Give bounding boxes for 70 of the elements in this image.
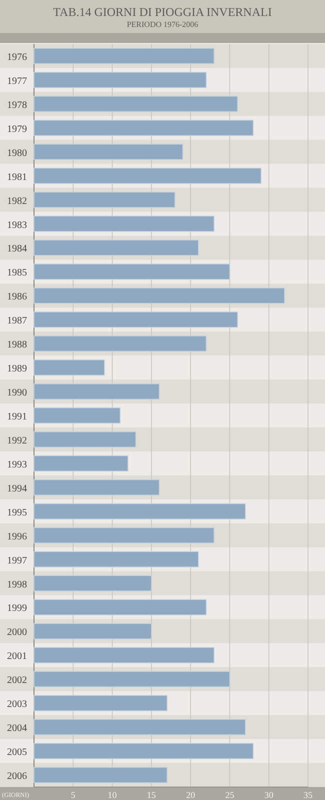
y-tick-label: 1995	[7, 507, 27, 518]
bar	[34, 719, 246, 736]
y-tick-label: 1979	[7, 124, 27, 135]
y-tick-label: 1989	[7, 364, 27, 375]
bar	[34, 216, 214, 232]
chart-title: TAB.14 GIORNI DI PIOGGIA INVERNALI	[53, 5, 272, 19]
y-tick-label: 1990	[7, 388, 27, 399]
bar	[34, 695, 168, 712]
y-tick-label: 2006	[7, 771, 27, 782]
y-tick-label: 1981	[7, 172, 27, 183]
y-tick-label: 1992	[7, 435, 27, 446]
bar	[34, 575, 152, 592]
y-tick-label: 1987	[7, 316, 27, 327]
x-tick-label: 20	[186, 790, 196, 800]
y-tick-label: 1994	[7, 483, 27, 494]
y-tick-label: 1978	[7, 100, 27, 111]
x-tick-label: 35	[304, 790, 313, 800]
x-tick-label: 5	[70, 790, 76, 800]
bar	[34, 647, 214, 664]
y-tick-label: 2001	[7, 651, 27, 662]
bar	[34, 455, 128, 472]
y-tick-label: 2005	[7, 747, 27, 758]
bar	[34, 264, 230, 280]
y-tick-label: 1993	[7, 459, 27, 470]
bar	[34, 527, 214, 544]
y-tick-label: 1988	[7, 340, 27, 351]
bar	[34, 48, 214, 64]
bar	[34, 479, 160, 496]
y-tick-label: 1998	[7, 579, 27, 590]
chart-subtitle: PERIODO 1976-2006	[126, 20, 198, 29]
y-tick-label: 1997	[7, 555, 27, 566]
y-tick-label: 1985	[7, 268, 27, 279]
bar	[34, 503, 246, 520]
y-tick-label: 1984	[7, 244, 27, 255]
x-tick-label: 10	[108, 790, 118, 800]
bar	[34, 766, 168, 784]
bar	[34, 383, 160, 400]
y-tick-label: 2002	[7, 675, 27, 686]
bar	[34, 192, 176, 208]
bar	[34, 623, 152, 640]
y-tick-label: 1983	[7, 220, 27, 231]
y-tick-label: 1976	[7, 52, 27, 63]
bar	[34, 599, 207, 616]
bar	[34, 671, 230, 688]
y-tick-label: 1977	[7, 76, 27, 87]
bar	[34, 144, 184, 160]
y-tick-label: 1982	[7, 196, 27, 207]
bar	[34, 120, 254, 136]
y-tick-label: 1991	[7, 412, 27, 422]
x-tick-label: 25	[225, 790, 235, 800]
y-tick-label: 2000	[7, 627, 27, 638]
bar	[34, 72, 207, 88]
bar	[34, 240, 199, 256]
bar	[34, 168, 262, 184]
x-tick-label: 30	[264, 790, 274, 800]
bar	[34, 312, 238, 328]
y-tick-label: 1996	[7, 531, 27, 542]
bar	[34, 407, 121, 424]
y-tick-label: 1999	[7, 603, 27, 614]
bar	[34, 359, 105, 376]
bar	[34, 742, 254, 760]
bar	[34, 336, 207, 352]
bar	[34, 551, 199, 568]
bar	[34, 96, 238, 112]
y-tick-label: 1980	[7, 148, 27, 159]
y-tick-label: 2004	[7, 723, 27, 734]
y-tick-label: 2003	[7, 699, 27, 710]
bar	[34, 431, 136, 448]
y-tick-label: 1986	[7, 292, 27, 303]
x-tick-label: 15	[146, 790, 156, 800]
